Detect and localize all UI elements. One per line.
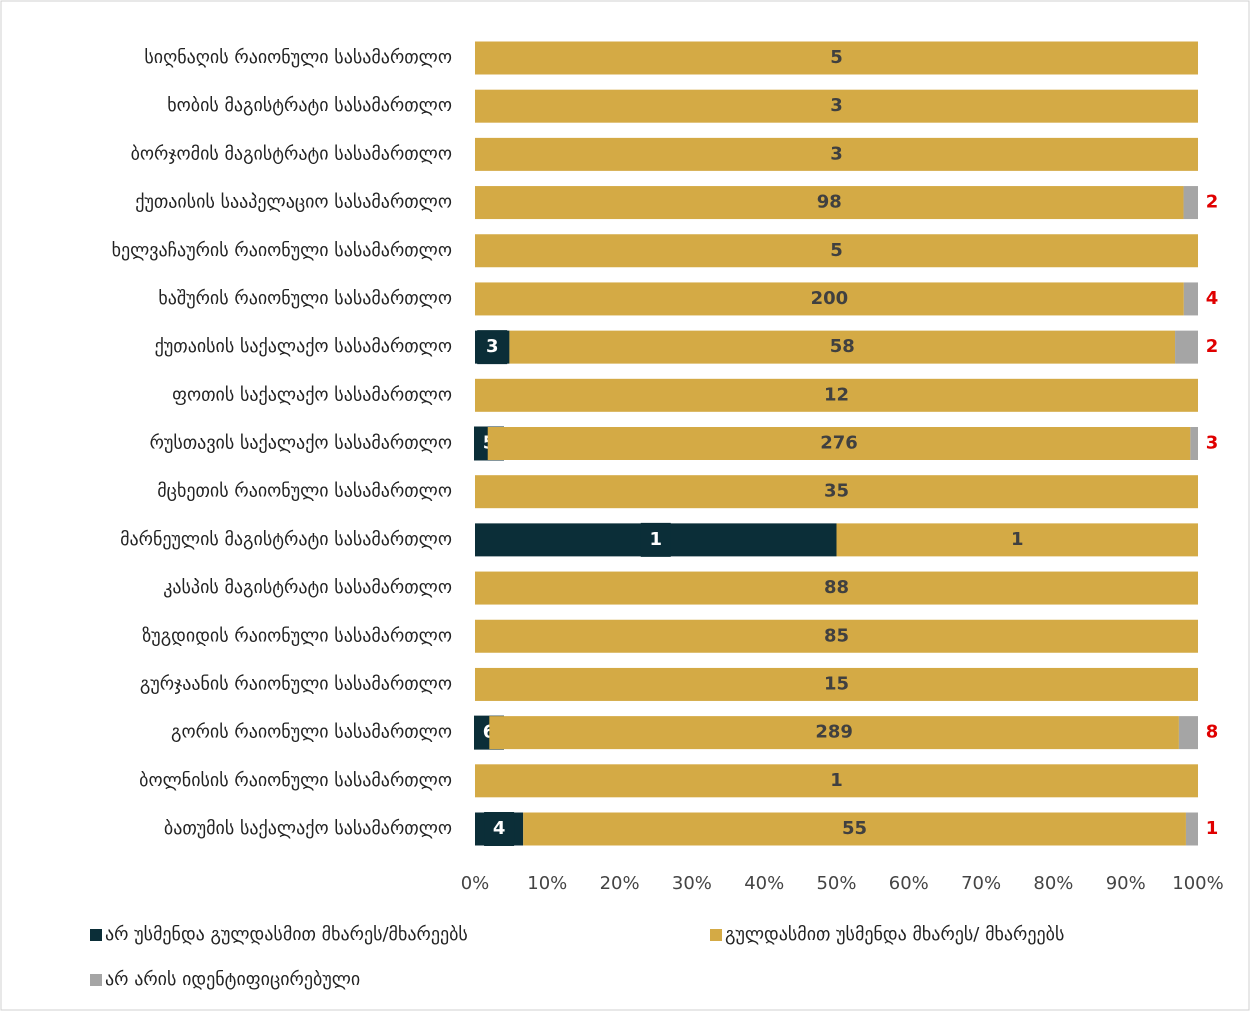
category-label: ხაშურის რაიონული სასამართლო (158, 288, 452, 309)
category-label: გურჯაანის რაიონული სასამართლო (140, 673, 452, 694)
bar-segment (1190, 427, 1198, 460)
category-label: ბორჯომის მაგისტრატი სასამართლო (131, 143, 452, 164)
x-tick-label: 100% (1172, 873, 1223, 894)
category-label: მარნეულის მაგისტრატი სასამართლო (120, 529, 452, 550)
bar-segment (475, 667, 1198, 701)
category-label: ქუთაისის სააპელაციო სასამართლო (135, 192, 452, 213)
data-label: 289 (815, 722, 853, 743)
bar-segment (475, 41, 1198, 75)
bar-segment (475, 571, 1198, 605)
data-label-box (484, 812, 515, 846)
bar-segment (487, 427, 1191, 460)
data-label-box (640, 522, 671, 557)
category-label: გორის რაიონული სასამართლო (171, 722, 452, 743)
data-label: 1 (1011, 529, 1024, 550)
x-tick-label: 80% (1033, 873, 1073, 894)
category-label: ხელვაჩაურის რაიონული სასამართლო (112, 240, 452, 261)
data-label: 3 (830, 95, 843, 116)
data-label: 5 (830, 240, 843, 261)
data-label: 4 (493, 818, 506, 839)
data-label: 200 (811, 288, 849, 309)
data-label: 85 (824, 625, 849, 646)
data-label: 55 (842, 818, 867, 839)
bar-segment (836, 523, 1198, 557)
category-label: მცხეთის რაიონული სასამართლო (157, 481, 452, 502)
data-label: 3 (486, 336, 499, 357)
data-label: 1 (1206, 818, 1219, 839)
data-label: 8 (1206, 722, 1219, 743)
x-tick-label: 30% (672, 873, 712, 894)
data-label-box (477, 330, 508, 365)
data-label: 12 (824, 384, 849, 405)
bar-segment (1178, 716, 1198, 750)
bar-segment (489, 716, 1179, 750)
data-label: 3 (1206, 433, 1219, 454)
category-label: ბათუმის საქალაქო სასამართლო (164, 818, 452, 839)
category-label: ხობის მაგისტრატი სასამართლო (167, 95, 452, 116)
bar-segment (475, 137, 1198, 171)
data-label: 5 (830, 47, 843, 68)
bar-segment (475, 378, 1198, 412)
bar-segment (509, 330, 1176, 364)
data-label: 4 (1206, 288, 1219, 309)
data-label: 88 (824, 577, 849, 598)
legend-label: არ უსმენდა გულდასმით მხარეს/მხარეებს (105, 924, 468, 945)
data-label: 2 (1206, 192, 1219, 213)
data-label: 3 (830, 143, 843, 164)
legend-swatch (90, 974, 102, 986)
data-label: 1 (830, 770, 843, 791)
data-label: 276 (820, 433, 858, 454)
bar-segment (475, 186, 1184, 220)
bar-segment (475, 282, 1184, 316)
legend-swatch (90, 929, 102, 941)
category-label: რუსთავის საქალაქო სასამართლო (150, 433, 452, 454)
category-label: ქუთაისის საქალაქო სასამართლო (155, 336, 452, 357)
category-label: ზუგდიდის რაიონული სასამართლო (142, 625, 452, 646)
bar-segment (1175, 330, 1198, 364)
bar-segment (475, 764, 1198, 798)
category-label: ბოლნისის რაიონული სასამართლო (139, 770, 452, 791)
bar-segment (475, 475, 1198, 509)
data-label: 35 (824, 481, 849, 502)
bar-segment (1183, 186, 1198, 220)
category-label: კასპის მაგისტრატი სასამართლო (163, 577, 452, 598)
bar-segment (475, 619, 1198, 653)
bar-segment (1185, 812, 1198, 846)
legend-label: არ არის იდენტიფიცირებული (105, 969, 360, 990)
x-tick-label: 40% (744, 873, 784, 894)
legend-label: გულდასმით უსმენდა მხარეს/ მხარეებს (725, 924, 1064, 945)
category-label: ფოთის საქალაქო სასამართლო (172, 384, 452, 405)
data-label: 2 (1206, 336, 1219, 357)
bar-segment (475, 234, 1198, 268)
bar-segment (523, 812, 1186, 846)
x-tick-label: 60% (889, 873, 929, 894)
x-tick-label: 50% (816, 873, 856, 894)
x-tick-label: 70% (961, 873, 1001, 894)
data-label: 15 (824, 673, 849, 694)
data-label: 98 (817, 192, 842, 213)
x-tick-label: 10% (527, 873, 567, 894)
bar-segment (475, 89, 1198, 123)
category-label: სიღნაღის რაიონული სასამართლო (144, 47, 452, 68)
data-label: 58 (830, 336, 855, 357)
bar-segment (1183, 282, 1198, 316)
x-tick-label: 0% (461, 873, 490, 894)
legend-swatch (710, 929, 722, 941)
x-tick-label: 90% (1106, 873, 1146, 894)
x-tick-label: 20% (600, 873, 640, 894)
data-label: 1 (649, 529, 662, 550)
